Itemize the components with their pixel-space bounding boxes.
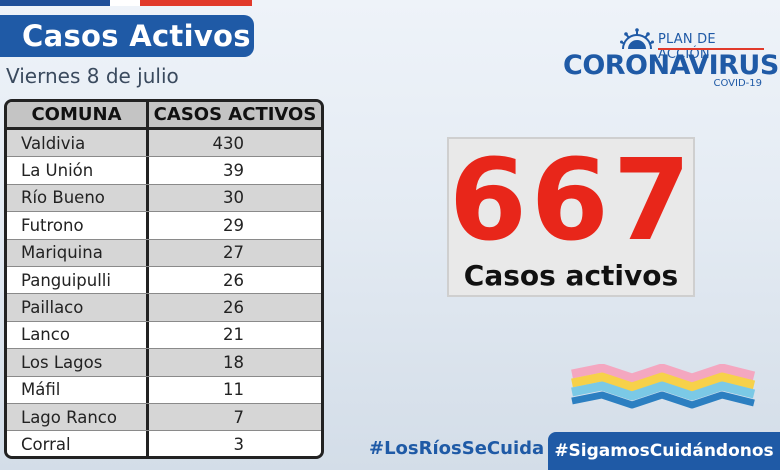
comuna-cell: La Unión xyxy=(7,157,149,184)
casos-cell: 39 xyxy=(223,161,244,181)
logo-subtitle: COVID-19 xyxy=(713,78,762,89)
table-row: Lago Ranco 7 xyxy=(7,403,321,432)
casos-cell: 7 xyxy=(233,407,245,427)
table-row: Máfil 11 xyxy=(7,376,321,404)
report-date: Viernes 8 de julio xyxy=(6,64,179,88)
title-banner: Casos Activos xyxy=(0,15,254,57)
comuna-cell: Valdivia xyxy=(7,130,149,157)
comuna-cell: Futrono xyxy=(7,212,149,239)
comuna-cell: Mariquina xyxy=(7,239,149,266)
logo-divider xyxy=(658,48,764,50)
hashtag-sigamos-text: #SigamosCuidándonos xyxy=(554,441,774,461)
casos-cell: 21 xyxy=(223,325,244,345)
casos-cell: 26 xyxy=(223,270,244,290)
comuna-cell: Lago Ranco xyxy=(7,403,149,431)
flag-white-band xyxy=(110,0,140,6)
column-header-casos: CASOS ACTIVOS xyxy=(153,104,317,125)
casos-cell: 3 xyxy=(233,435,245,455)
flag-blue-band xyxy=(0,0,110,6)
table-row: Los Lagos 18 xyxy=(7,349,321,377)
table-row: Río Bueno 30 xyxy=(7,184,321,213)
column-header-comuna: COMUNA xyxy=(7,102,149,127)
table-body: Valdivia 430 La Unión 39 Río Bueno 30 Futro… xyxy=(7,130,321,456)
comuna-cell: Lanco xyxy=(7,321,149,349)
coronavirus-plan-logo: PLAN DE ACCIÓN CORONAVIRUS COVID-19 xyxy=(560,26,779,92)
flag-red-band xyxy=(140,0,252,6)
comuna-cell: Máfil xyxy=(7,376,149,403)
hashtag-sigamos: #SigamosCuidándonos xyxy=(548,432,780,470)
casos-cell: 30 xyxy=(223,188,244,208)
casos-cell: 29 xyxy=(223,215,244,235)
comuna-cell: Panguipulli xyxy=(7,266,149,294)
comuna-cell: Corral xyxy=(7,431,149,456)
total-cases-card: 667 Casos activos xyxy=(447,137,695,297)
table-row: La Unión 39 xyxy=(7,157,321,185)
table-row: Paillaco 26 xyxy=(7,294,321,322)
comuna-cell: Río Bueno xyxy=(7,184,149,212)
virus-icon xyxy=(620,28,654,50)
logo-name: CORONAVIRUS xyxy=(563,50,779,81)
comuna-cell: Los Lagos xyxy=(7,349,149,376)
table-row: Mariquina 27 xyxy=(7,239,321,267)
flag-strip xyxy=(0,0,252,6)
casos-cell: 27 xyxy=(223,243,244,263)
casos-cell: 26 xyxy=(223,298,244,318)
logo-plan-text: PLAN DE ACCIÓN xyxy=(658,32,716,62)
table-row: Lanco 21 xyxy=(7,321,321,350)
page-title: Casos Activos xyxy=(22,19,251,53)
casos-cell: 430 xyxy=(212,133,245,153)
comuna-cell: Paillaco xyxy=(7,294,149,321)
casos-cell: 18 xyxy=(223,352,244,372)
cases-table: COMUNA CASOS ACTIVOS Valdivia 430 La Unió… xyxy=(4,99,324,459)
table-row: Valdivia 430 xyxy=(7,130,321,158)
table-row: Panguipulli 26 xyxy=(7,266,321,295)
table-row: Futrono 29 xyxy=(7,212,321,240)
hashtag-los-rios: #LosRíosSeCuida xyxy=(369,438,545,459)
total-cases-label: Casos activos xyxy=(463,259,679,292)
total-cases-value: 667 xyxy=(449,136,695,266)
casos-cell: 11 xyxy=(223,380,244,400)
wave-decoration-icon xyxy=(571,364,756,409)
table-row: Corral 3 xyxy=(7,431,321,456)
table-header: COMUNA CASOS ACTIVOS xyxy=(7,102,321,130)
